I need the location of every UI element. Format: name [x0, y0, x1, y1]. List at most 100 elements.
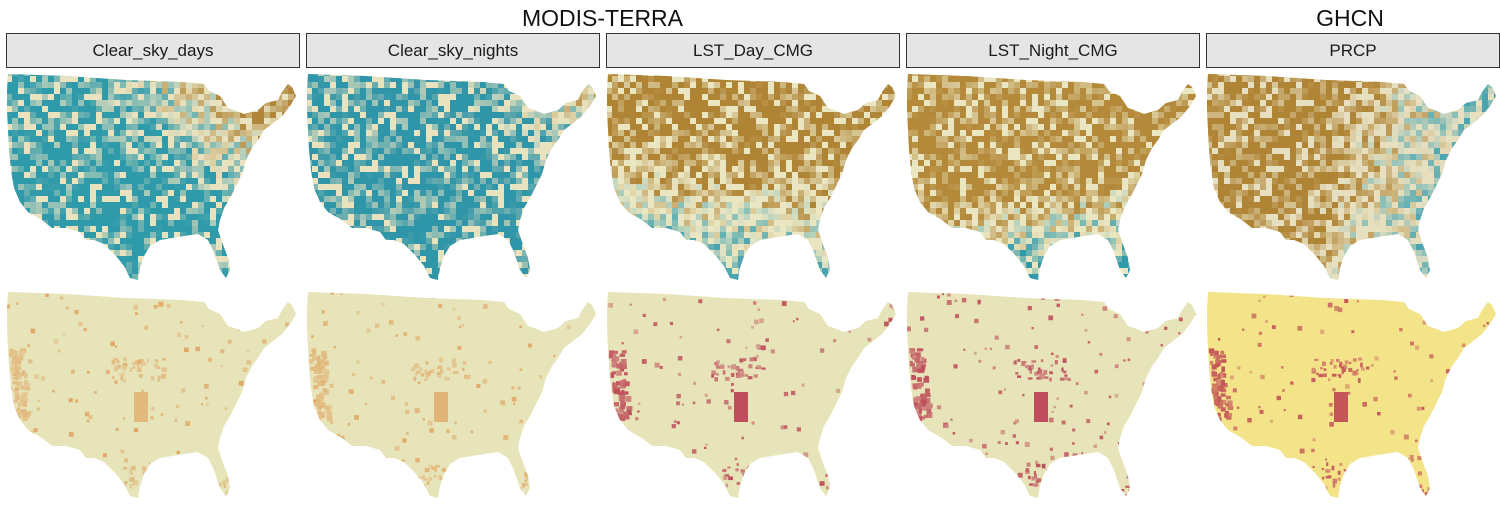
raster-cell — [576, 130, 583, 137]
raster-cell — [708, 196, 715, 203]
raster-cell — [156, 118, 163, 125]
raster-cell — [426, 88, 433, 95]
raster-cell — [144, 280, 151, 287]
raster-cell — [330, 238, 337, 245]
raster-cell — [252, 256, 259, 263]
raster-cell — [108, 232, 115, 239]
raster-cell — [234, 256, 241, 263]
raster-cell — [492, 208, 499, 215]
raster-cell — [834, 196, 841, 203]
raster-cell — [450, 76, 457, 83]
raster-cell — [204, 154, 211, 161]
raster-cell — [108, 74, 115, 77]
raster-cell — [666, 196, 673, 203]
raster-cell — [150, 130, 157, 137]
raster-cell — [144, 250, 151, 257]
raster-cell — [396, 190, 403, 197]
raster-cell — [210, 112, 217, 119]
raster-cell — [738, 130, 745, 137]
raster-cell — [354, 256, 361, 263]
raster-cell — [307, 100, 313, 107]
raster-cell — [132, 268, 139, 275]
raster-cell — [582, 154, 589, 161]
raster-cell — [726, 100, 733, 107]
raster-cell — [60, 74, 67, 77]
raster-cell — [516, 100, 523, 107]
raster-cell — [678, 118, 685, 125]
raster-cell — [522, 244, 529, 251]
raster-cell — [360, 268, 367, 275]
raster-cell — [654, 184, 661, 191]
raster-cell — [234, 74, 241, 77]
raster-cell — [618, 106, 625, 113]
raster-cell — [660, 166, 667, 173]
raster-cell — [438, 160, 445, 167]
raster-cell — [486, 166, 493, 173]
raster-cell — [24, 256, 31, 263]
raster-cell — [570, 184, 577, 191]
raster-cell — [276, 190, 283, 197]
raster-cell — [144, 190, 151, 197]
raster-cell — [318, 274, 325, 280]
raster-cell — [42, 256, 49, 263]
raster-cell — [822, 148, 829, 155]
raster-cell — [228, 154, 235, 161]
raster-cell — [528, 142, 535, 149]
raster-cell — [7, 166, 13, 173]
raster-cell — [108, 250, 115, 257]
raster-cell — [570, 154, 577, 161]
raster-cell — [594, 112, 596, 119]
raster-cell — [798, 160, 805, 167]
raster-cell — [30, 208, 37, 215]
raster-cell — [282, 256, 289, 263]
raster-cell — [738, 160, 745, 167]
raster-cell — [438, 196, 445, 203]
raster-cell — [318, 220, 325, 227]
raster-cell — [558, 262, 565, 269]
raster-cell — [258, 118, 265, 125]
raster-cell — [780, 148, 787, 155]
raster-cell — [768, 142, 775, 149]
raster-cell — [408, 244, 415, 251]
raster-cell — [294, 118, 296, 125]
raster-cell — [18, 196, 25, 203]
raster-cell — [156, 250, 163, 257]
raster-cell — [420, 226, 427, 233]
raster-cell — [630, 196, 637, 203]
raster-cell — [210, 136, 217, 143]
raster-cell — [462, 202, 469, 209]
raster-cell — [516, 172, 523, 179]
raster-cell — [870, 208, 877, 215]
raster-cell — [774, 160, 781, 167]
raster-cell — [570, 136, 577, 143]
raster-cell — [54, 94, 61, 101]
raster-cell — [90, 136, 97, 143]
raster-cell — [690, 76, 697, 83]
raster-cell — [36, 148, 43, 155]
raster-cell — [234, 130, 241, 137]
raster-cell — [594, 130, 596, 137]
raster-cell — [72, 178, 79, 185]
raster-cell — [108, 124, 115, 131]
raster-cell — [594, 106, 596, 113]
raster-cell — [144, 244, 151, 251]
raster-cell — [816, 178, 823, 185]
raster-cell — [66, 256, 73, 263]
raster-cell — [666, 202, 673, 209]
raster-cell — [240, 136, 247, 143]
raster-cell — [510, 136, 517, 143]
raster-cell — [834, 136, 841, 143]
raster-cell — [564, 124, 571, 131]
raster-cell — [888, 172, 895, 179]
raster-cell — [480, 142, 487, 149]
raster-cell — [90, 74, 97, 77]
raster-cell — [618, 214, 625, 221]
raster-cell — [192, 130, 199, 137]
raster-cell — [492, 214, 499, 221]
raster-cell — [474, 184, 481, 191]
raster-cell — [684, 238, 691, 245]
raster-cell — [7, 244, 13, 251]
raster-cell — [546, 88, 553, 95]
raster-cell — [234, 76, 241, 83]
raster-cell — [7, 256, 13, 263]
